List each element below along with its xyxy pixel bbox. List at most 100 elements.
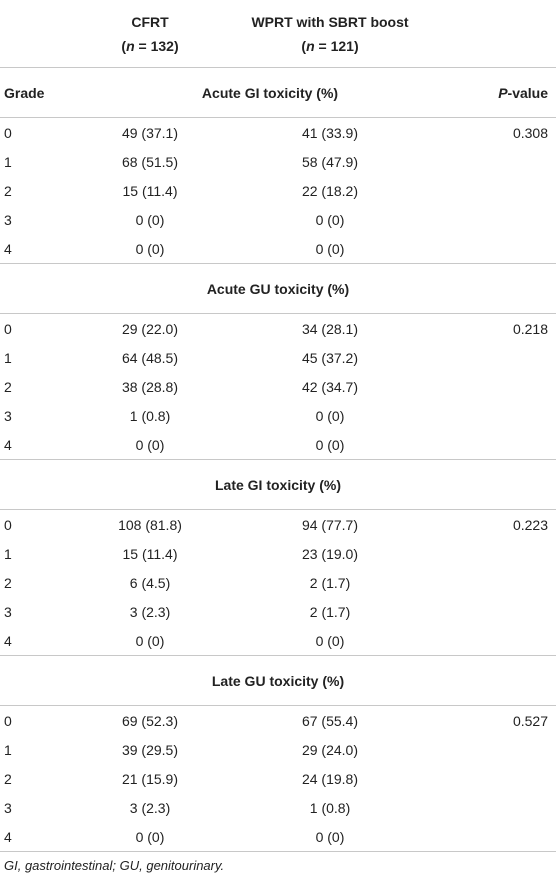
cfrt-value: 29 (22.0) bbox=[121, 320, 179, 337]
cfrt-value: 0 (0) bbox=[90, 430, 210, 460]
wprt-value: 0 (0) bbox=[315, 407, 345, 424]
wprt-value: 67 (55.4) bbox=[301, 712, 359, 729]
empty-cell bbox=[450, 793, 556, 822]
data-row: 2 15 (11.4) 22 (18.2) bbox=[0, 176, 556, 205]
section-title-row: Acute GU toxicity (%) bbox=[0, 263, 556, 314]
empty-cell bbox=[450, 735, 556, 764]
grade: 0 bbox=[4, 124, 12, 141]
p-value-header: P-value bbox=[450, 67, 556, 118]
grade: 2 bbox=[4, 770, 12, 787]
sample-open: ( bbox=[121, 37, 127, 54]
wprt-value: 1 (0.8) bbox=[309, 799, 351, 816]
data-row: 2 21 (15.9) 24 (19.8) bbox=[0, 764, 556, 793]
wprt-value: 22 (18.2) bbox=[301, 182, 359, 199]
section-title: Late GI toxicity (%) bbox=[0, 459, 556, 510]
empty-cell bbox=[450, 343, 556, 372]
grade: 4 bbox=[0, 822, 90, 852]
column-header: CFRT (n = 132) bbox=[90, 0, 210, 68]
cfrt-value: 68 (51.5) bbox=[121, 153, 179, 170]
data-row: 3 3 (2.3) 1 (0.8) bbox=[0, 793, 556, 822]
wprt-value: 0 (0) bbox=[210, 626, 450, 656]
cfrt-value: 1 (0.8) bbox=[129, 407, 171, 424]
data-row: 3 3 (2.3) 2 (1.7) bbox=[0, 597, 556, 626]
grade: 1 bbox=[4, 741, 12, 758]
p-value: 0.527 bbox=[512, 712, 548, 729]
sample-symbol: n bbox=[126, 37, 135, 54]
section-title: Acute GU toxicity (%) bbox=[0, 263, 556, 314]
cfrt-value: 0 (0) bbox=[90, 626, 210, 656]
cfrt-value: 21 (15.9) bbox=[121, 770, 179, 787]
cfrt-value: 0 (0) bbox=[90, 234, 210, 264]
p-rest: -value bbox=[507, 84, 548, 101]
cfrt-value: 6 (4.5) bbox=[129, 574, 171, 591]
section-title: Acute GI toxicity (%) bbox=[90, 67, 450, 118]
data-row: 1 64 (48.5) 45 (37.2) bbox=[0, 343, 556, 372]
wprt-value: 94 (77.7) bbox=[301, 516, 359, 533]
data-row: 1 15 (11.4) 23 (19.0) bbox=[0, 539, 556, 568]
cfrt-value: 69 (52.3) bbox=[121, 712, 179, 729]
data-row: 1 68 (51.5) 58 (47.9) bbox=[0, 147, 556, 176]
data-row: 3 0 (0) 0 (0) bbox=[0, 205, 556, 234]
grade: 1 bbox=[4, 545, 12, 562]
wprt-value: 34 (28.1) bbox=[301, 320, 359, 337]
wprt-value: 42 (34.7) bbox=[301, 378, 359, 395]
data-row: 0 108 (81.8) 94 (77.7) 0.223 bbox=[0, 510, 556, 540]
p-value: 0.308 bbox=[512, 124, 548, 141]
p-symbol: P bbox=[498, 84, 508, 101]
wprt-value: 0 (0) bbox=[210, 234, 450, 264]
toxicity-table: CFRT (n = 132) WPRT with SBRT boost (n = 12… bbox=[0, 0, 556, 852]
sample-symbol: n bbox=[306, 37, 315, 54]
cfrt-value: 0 (0) bbox=[90, 822, 210, 852]
wprt-value: 2 (1.7) bbox=[309, 603, 351, 620]
section-title: Late GU toxicity (%) bbox=[0, 655, 556, 706]
sample-rest: = 121) bbox=[314, 37, 359, 54]
grade: 3 bbox=[4, 799, 12, 816]
data-row: 0 29 (22.0) 34 (28.1) 0.218 bbox=[0, 314, 556, 344]
empty-cell bbox=[450, 568, 556, 597]
cfrt-value: 3 (2.3) bbox=[129, 603, 171, 620]
data-row: 0 69 (52.3) 67 (55.4) 0.527 bbox=[0, 706, 556, 736]
cfrt-value: 64 (48.5) bbox=[121, 349, 179, 366]
cfrt-value: 39 (29.5) bbox=[121, 741, 179, 758]
empty-cell bbox=[450, 0, 556, 68]
grade: 0 bbox=[4, 516, 12, 533]
wprt-value: 2 (1.7) bbox=[309, 574, 351, 591]
grade: 2 bbox=[4, 574, 12, 591]
sample-open: ( bbox=[301, 37, 307, 54]
column-header: WPRT with SBRT boost (n = 121) bbox=[210, 0, 450, 68]
cfrt-value: 108 (81.8) bbox=[118, 516, 182, 533]
wprt-value: 29 (24.0) bbox=[301, 741, 359, 758]
section-title-row: Grade Acute GI toxicity (%) P-value bbox=[0, 67, 556, 118]
empty-cell bbox=[450, 764, 556, 793]
empty-cell bbox=[450, 147, 556, 176]
sample-rest: = 132) bbox=[134, 37, 179, 54]
cfrt-value: 0 (0) bbox=[135, 211, 165, 228]
wprt-value: 24 (19.8) bbox=[301, 770, 359, 787]
grade: 4 bbox=[0, 234, 90, 264]
data-row: 2 38 (28.8) 42 (34.7) bbox=[0, 372, 556, 401]
p-value: 0.223 bbox=[512, 516, 548, 533]
cfrt-value: 38 (28.8) bbox=[121, 378, 179, 395]
cfrt-value: 15 (11.4) bbox=[122, 545, 178, 562]
cfrt-value: 15 (11.4) bbox=[122, 182, 178, 199]
header-row: CFRT (n = 132) WPRT with SBRT boost (n = 12… bbox=[0, 0, 556, 68]
wprt-value: 0 (0) bbox=[210, 430, 450, 460]
empty-cell bbox=[450, 597, 556, 626]
data-row: 1 39 (29.5) 29 (24.0) bbox=[0, 735, 556, 764]
grade: 2 bbox=[4, 182, 12, 199]
footnote: GI, gastrointestinal; GU, genitourinary. bbox=[4, 858, 225, 873]
empty-cell bbox=[450, 626, 556, 656]
wprt-value: 23 (19.0) bbox=[301, 545, 359, 562]
wprt-value: 0 (0) bbox=[315, 211, 345, 228]
wprt-value: 41 (33.9) bbox=[301, 124, 359, 141]
p-value: 0.218 bbox=[512, 320, 548, 337]
grade: 0 bbox=[4, 712, 12, 729]
data-row: 0 49 (37.1) 41 (33.9) 0.308 bbox=[0, 118, 556, 148]
empty-cell bbox=[0, 0, 90, 68]
grade: 4 bbox=[0, 626, 90, 656]
empty-cell bbox=[450, 372, 556, 401]
wprt-value: 58 (47.9) bbox=[301, 153, 359, 170]
empty-cell bbox=[450, 822, 556, 852]
